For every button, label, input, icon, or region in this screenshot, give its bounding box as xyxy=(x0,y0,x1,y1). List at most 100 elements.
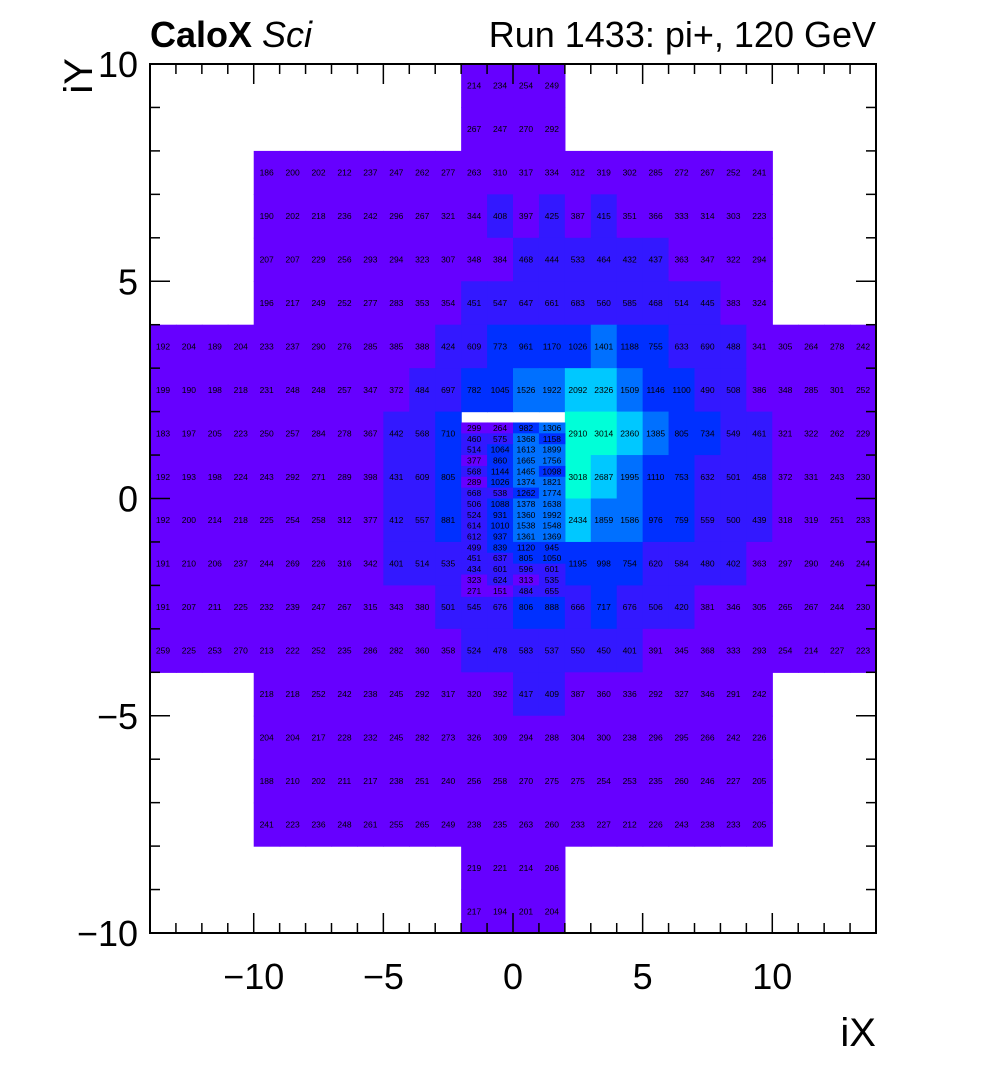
heatmap-cell xyxy=(746,541,773,586)
heatmap-cell xyxy=(590,715,618,760)
cell-value-label: 3018 xyxy=(568,472,587,482)
cell-value-label: 223 xyxy=(752,211,766,221)
heatmap-cell xyxy=(383,585,410,630)
fine-cell-value-label: 524 xyxy=(467,510,481,520)
cell-value-label: 206 xyxy=(208,559,222,569)
cell-value-label: 213 xyxy=(260,646,274,656)
heatmap-cell xyxy=(538,324,566,369)
heatmap-cell xyxy=(487,672,514,717)
cell-value-label: 204 xyxy=(234,341,248,351)
heatmap-cell xyxy=(435,455,462,500)
cell-value-label: 264 xyxy=(804,341,818,351)
heatmap-cell xyxy=(409,628,436,673)
cell-value-label: 293 xyxy=(752,646,766,656)
heatmap-fine-cell xyxy=(461,455,488,467)
heatmap-cell xyxy=(746,324,773,369)
heatmap-cell xyxy=(331,541,359,586)
heatmap-cell xyxy=(564,281,592,326)
cell-value-label: 514 xyxy=(415,559,429,569)
cell-value-label: 380 xyxy=(415,602,429,612)
fine-cell-value-label: 601 xyxy=(545,564,559,574)
cell-value-label: 251 xyxy=(830,515,844,525)
fine-cell-value-label: 1821 xyxy=(542,477,561,487)
heatmap-cell xyxy=(357,411,384,456)
heatmap-cell xyxy=(409,802,436,847)
cell-value-label: 302 xyxy=(623,168,637,178)
cell-value-label: 437 xyxy=(649,255,663,265)
heatmap-cell xyxy=(564,411,592,456)
heatmap-cell xyxy=(616,715,644,760)
cell-value-label: 237 xyxy=(234,559,248,569)
heatmap-cell xyxy=(616,628,644,673)
cell-value-label: 207 xyxy=(182,602,196,612)
heatmap-cell xyxy=(435,411,462,456)
heatmap-cell xyxy=(487,846,514,891)
cell-value-label: 500 xyxy=(726,515,740,525)
heatmap-cell xyxy=(513,237,540,282)
cell-value-label: 514 xyxy=(674,298,688,308)
heatmap-cell xyxy=(668,802,696,847)
cell-value-label: 226 xyxy=(311,559,325,569)
fine-cell-value-label: 377 xyxy=(467,455,481,465)
cell-value-label: 190 xyxy=(260,211,274,221)
cell-value-label: 363 xyxy=(752,559,766,569)
cell-value-label: 1995 xyxy=(620,472,639,482)
y-tick-label: 10 xyxy=(98,44,138,85)
cell-value-label: 333 xyxy=(674,211,688,221)
heatmap-fine-cell xyxy=(538,585,566,597)
cell-value-label: 401 xyxy=(389,559,403,569)
heatmap-cell xyxy=(357,715,384,760)
cell-value-label: 372 xyxy=(778,472,792,482)
heatmap-cell xyxy=(824,411,851,456)
cell-value-label: 211 xyxy=(338,776,352,786)
heatmap-fine-cell xyxy=(461,433,488,445)
heatmap-cell xyxy=(538,194,566,239)
cell-value-label: 283 xyxy=(389,298,403,308)
cell-value-label: 2360 xyxy=(620,428,639,438)
cell-value-label: 258 xyxy=(493,776,507,786)
cell-value-label: 1401 xyxy=(594,341,613,351)
cell-value-label: 647 xyxy=(519,298,533,308)
fine-cell-value-label: 1613 xyxy=(517,445,536,455)
cell-value-label: 233 xyxy=(571,819,585,829)
heatmap-cell xyxy=(798,628,825,673)
fine-cell-value-label: 506 xyxy=(467,499,481,509)
cell-value-label: 243 xyxy=(260,472,274,482)
heatmap-cell xyxy=(279,324,307,369)
heatmap-cell xyxy=(538,715,566,760)
heatmap-cell xyxy=(642,368,670,413)
heatmap-cell xyxy=(305,368,333,413)
cell-value-label: 620 xyxy=(649,559,663,569)
heatmap-cell xyxy=(253,628,281,673)
cell-value-label: 221 xyxy=(493,863,507,873)
cell-value-label: 233 xyxy=(856,515,870,525)
y-tick-label: −10 xyxy=(77,913,138,954)
experiment-title: CaloX Sci xyxy=(150,14,312,56)
heatmap-cell xyxy=(590,150,618,195)
cell-value-label: 1195 xyxy=(569,559,588,569)
cell-value-label: 321 xyxy=(441,211,455,221)
heatmap-cell xyxy=(798,411,825,456)
heatmap-cell xyxy=(435,368,462,413)
heatmap-cell xyxy=(409,672,436,717)
cell-value-label: 191 xyxy=(156,559,170,569)
cell-value-label: 367 xyxy=(363,428,377,438)
cell-value-label: 1045 xyxy=(491,385,510,395)
cell-value-label: 193 xyxy=(182,472,196,482)
heatmap-fine-cell xyxy=(538,541,566,554)
cell-value-label: 267 xyxy=(467,124,481,134)
heatmap-cell xyxy=(357,802,384,847)
heatmap-cell xyxy=(746,455,773,500)
cell-value-label: 314 xyxy=(700,211,714,221)
heatmap-cell xyxy=(357,541,384,586)
cell-value-label: 717 xyxy=(597,602,611,612)
heatmap-cell xyxy=(642,281,670,326)
heatmap-cell xyxy=(435,281,462,326)
cell-value-label: 345 xyxy=(674,646,688,656)
heatmap-cell xyxy=(642,411,670,456)
heatmap-cell xyxy=(331,324,359,369)
heatmap-cell xyxy=(487,759,514,804)
cell-value-label: 1509 xyxy=(620,385,639,395)
cell-value-label: 223 xyxy=(286,819,300,829)
